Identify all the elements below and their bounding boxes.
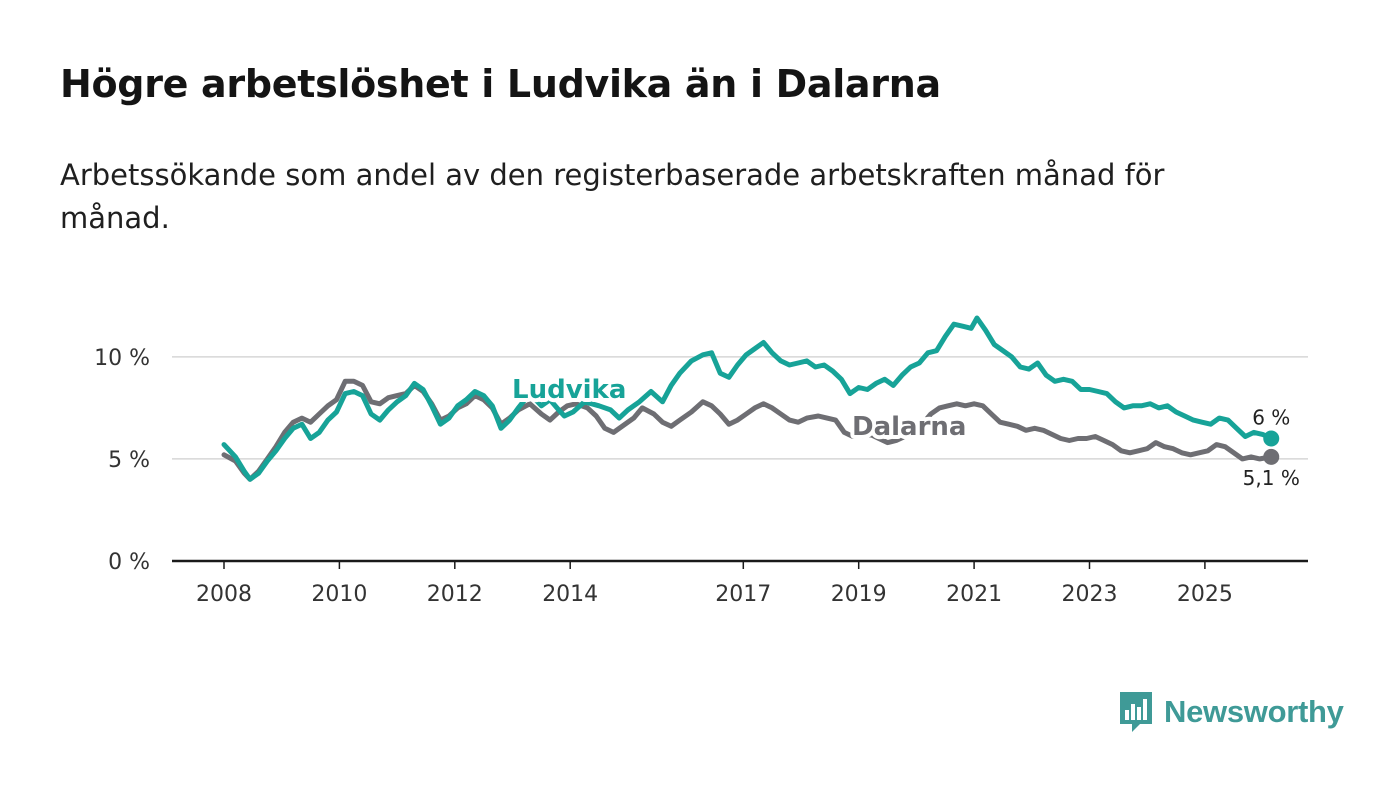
series-label-ludvika: Ludvika — [512, 375, 626, 405]
y-tick-label: 0 % — [108, 550, 150, 575]
end-label-ludvika: 6 % — [1252, 406, 1290, 430]
x-tick-label: 2017 — [715, 582, 771, 607]
series-label-dalarna: Dalarna — [852, 412, 966, 442]
end-point-dalarna — [1263, 448, 1280, 465]
series-line-ludvika — [221, 315, 1274, 482]
x-tick-label: 2019 — [831, 582, 887, 607]
newsworthy-logo-icon — [1120, 692, 1152, 732]
x-tick-label: 2014 — [542, 582, 598, 607]
newsworthy-wordmark: Newsworthy — [1164, 694, 1344, 729]
y-tick-label: 5 % — [108, 448, 150, 473]
newsworthy-logo: Newsworthy — [1118, 690, 1344, 734]
x-tick-label: 2023 — [1062, 582, 1118, 607]
chart-subtitle: Arbetssökande som andel av den registerb… — [60, 158, 1165, 235]
x-tick-label: 2021 — [946, 582, 1002, 607]
end-point-ludvika — [1263, 430, 1280, 447]
series-line-dalarna — [221, 378, 1274, 482]
end-label-dalarna: 5,1 % — [1243, 466, 1300, 490]
x-tick-label: 2008 — [196, 582, 252, 607]
chart-title: Högre arbetslöshet i Ludvika än i Dalarn… — [60, 62, 941, 106]
x-tick-label: 2012 — [427, 582, 483, 607]
x-tick-label: 2010 — [311, 582, 367, 607]
x-tick-label: 2025 — [1177, 582, 1233, 607]
y-tick-label: 10 % — [94, 346, 150, 371]
